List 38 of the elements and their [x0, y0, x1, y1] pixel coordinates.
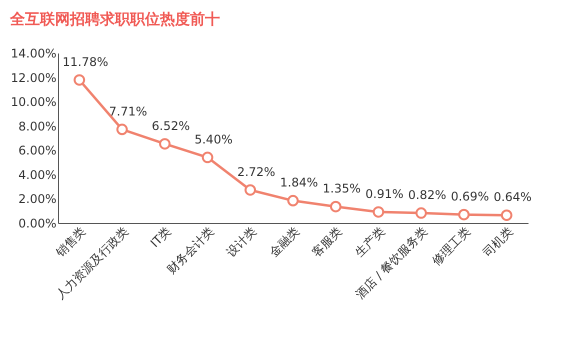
y-tick-label: 0.00% [18, 216, 56, 230]
point [415, 207, 427, 219]
y-tick-label: 12.00% [10, 70, 56, 85]
data-label: 1.35% [322, 182, 361, 196]
point [500, 209, 512, 221]
y-tick-label: 4.00% [18, 168, 56, 182]
point [244, 184, 256, 196]
point [74, 74, 86, 86]
data-label: 1.84% [280, 176, 318, 190]
point [287, 194, 299, 206]
y-tick-label: 6.00% [18, 144, 56, 158]
point [458, 208, 470, 220]
point [116, 124, 128, 136]
data-label: 6.52% [152, 118, 190, 133]
data-label: 5.40% [194, 132, 233, 146]
x-tick-label: IT类 [148, 224, 174, 250]
y-tick-label: 8.00% [18, 119, 56, 134]
data-label: 11.78% [62, 54, 108, 69]
y-tick-label: 2.00% [18, 192, 56, 206]
data-label: 0.69% [450, 190, 489, 204]
data-label: 7.71% [109, 104, 148, 118]
point [202, 152, 214, 164]
x-tick-label: 司机类 [480, 224, 516, 260]
x-tick-label: 生产类 [352, 224, 388, 260]
data-label: 0.91% [365, 186, 404, 201]
y-tick-label: 10.00% [10, 95, 56, 110]
y-tick-label: 14.00% [10, 46, 56, 60]
point [372, 206, 384, 218]
point [330, 200, 342, 212]
x-tick-label: 金融类 [266, 224, 302, 260]
data-label: 2.72% [237, 164, 276, 179]
data-label: 0.64% [494, 190, 532, 204]
point [159, 138, 171, 150]
x-tick-label: 修理工类 [429, 224, 473, 268]
data-label: 0.82% [408, 188, 446, 202]
x-tick-label: 客服类 [309, 224, 345, 260]
chart-title: 全互联网招聘求职职位热度前十 [9, 10, 220, 28]
x-tick-label: 设计类 [224, 224, 260, 260]
